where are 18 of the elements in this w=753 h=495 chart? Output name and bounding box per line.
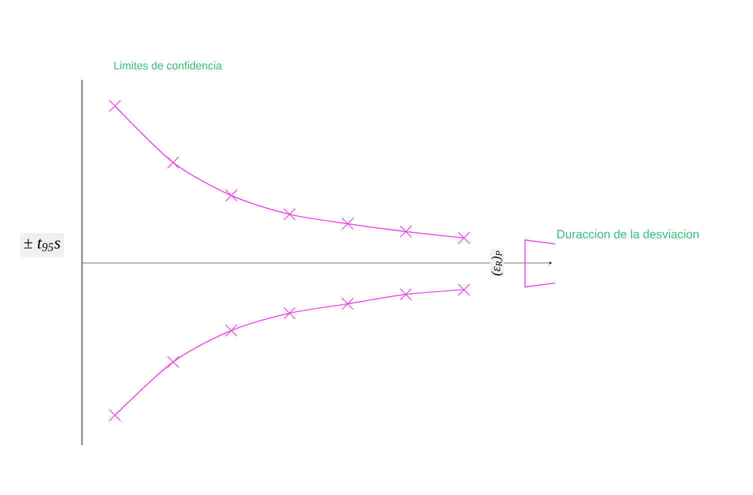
text: ± t$_{95}$s (24, 238, 60, 252)
point (458, 232, 470, 244)
point (167, 356, 180, 368)
point (283, 208, 296, 220)
point (283, 307, 296, 320)
point (400, 226, 412, 238)
point (342, 298, 354, 310)
point (108, 409, 122, 422)
annotation: (ε$_{R}$)$_{P}$ (491, 250, 503, 276)
point (458, 284, 470, 296)
text: Duraccion de la desviacion (558, 230, 699, 238)
point (225, 324, 238, 337)
point (225, 189, 238, 202)
point (167, 156, 180, 169)
point (108, 100, 122, 112)
chart-title: Limites de confidencia (114, 61, 222, 70)
point (342, 218, 354, 230)
point (400, 288, 412, 300)
